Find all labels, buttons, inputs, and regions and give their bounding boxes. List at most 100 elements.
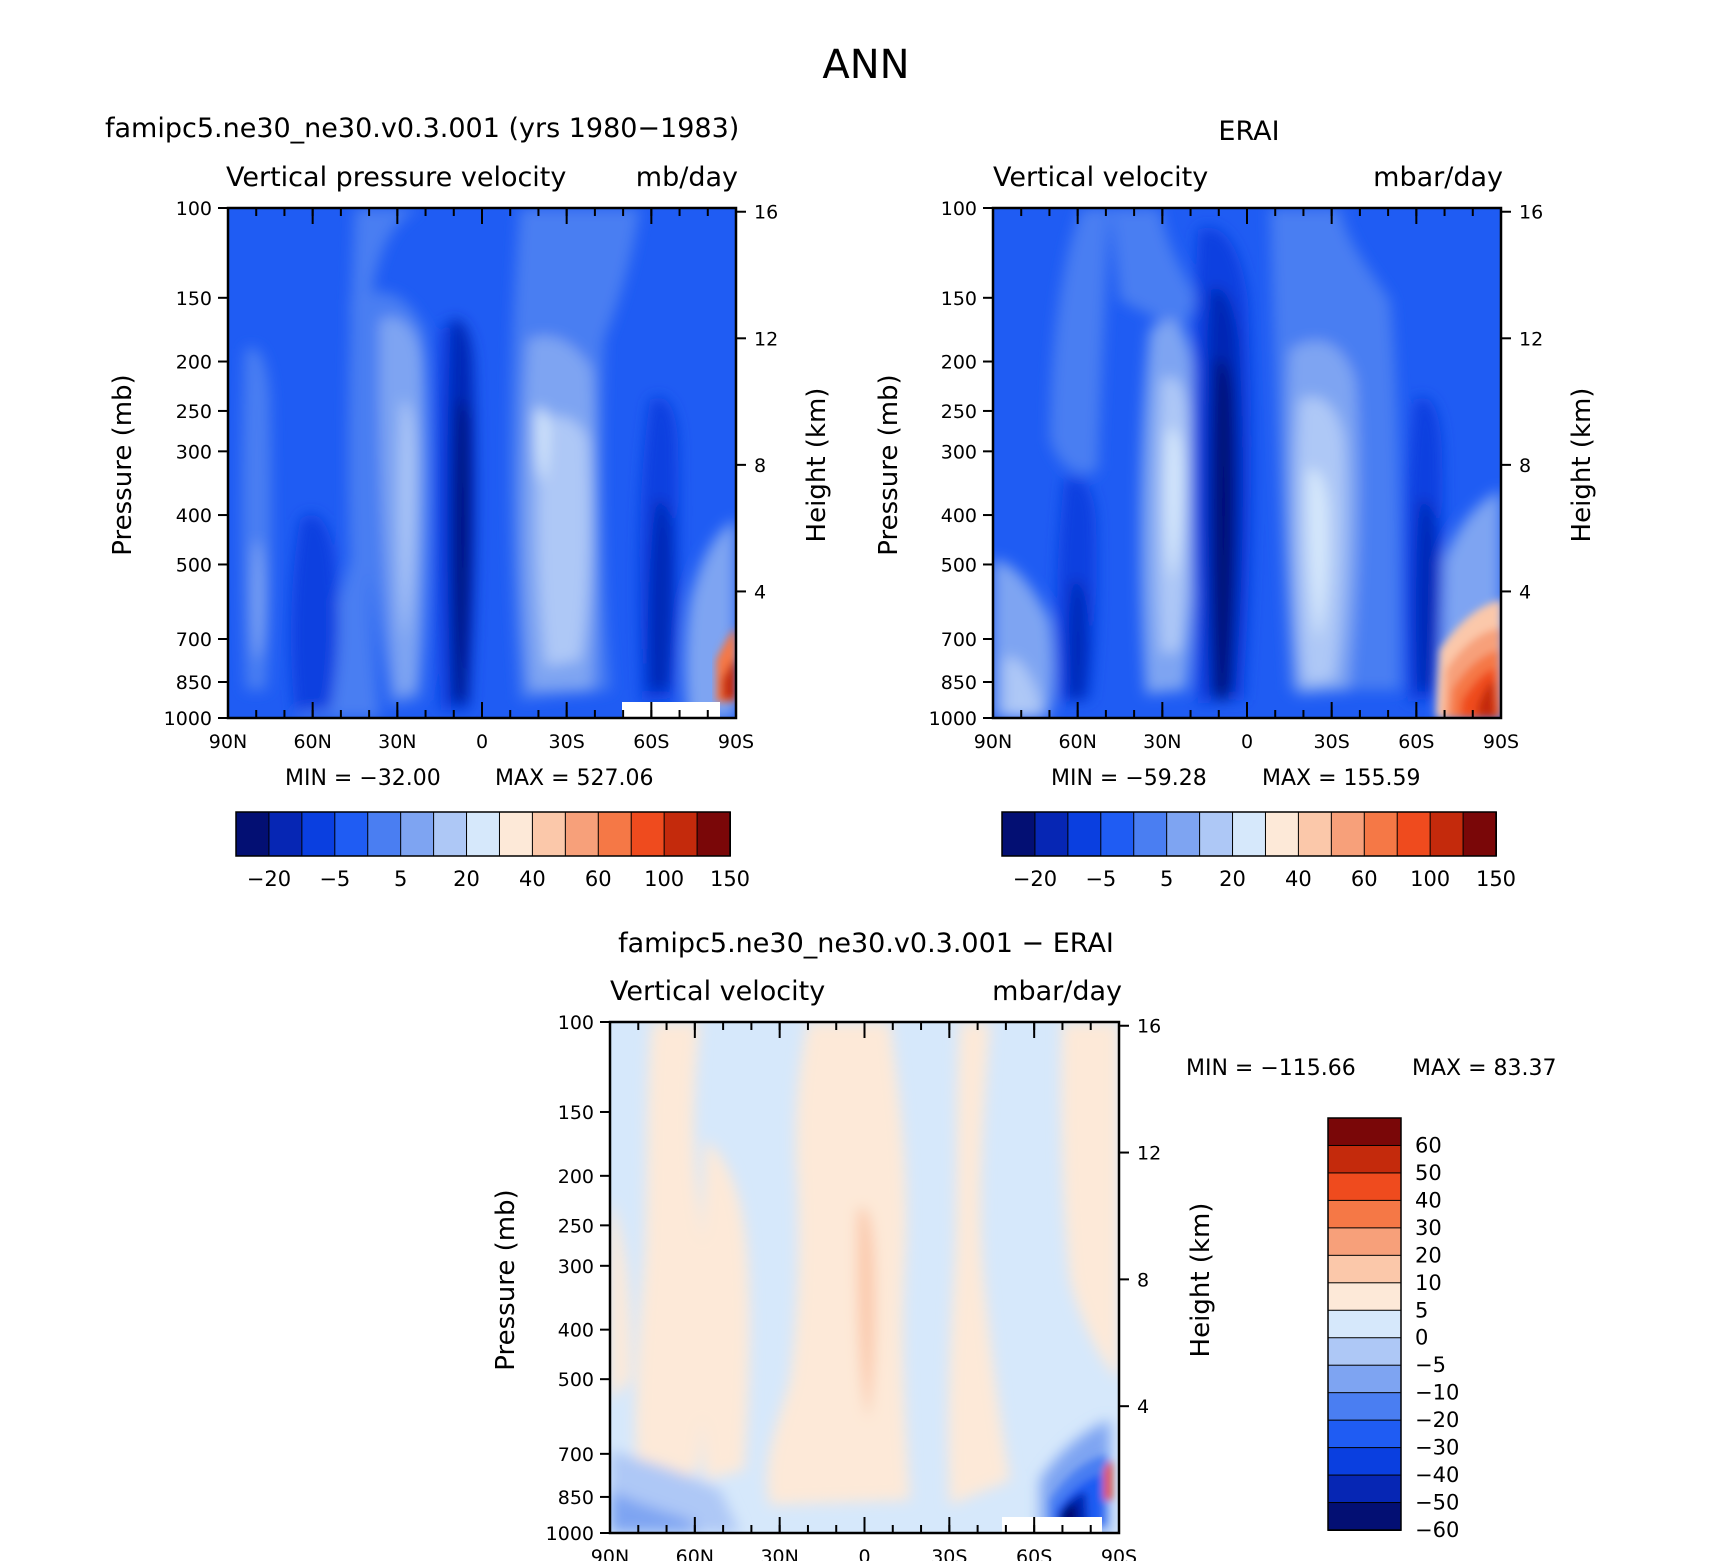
- diff-ylabel-right: Height (km): [1186, 1203, 1216, 1358]
- obs-max: MAX = 155.59: [1262, 766, 1421, 791]
- diff-tick-labels: 90N 60N 30N 0 30S 60S 90S 100 150 200 250 300 400 500…: [546, 1012, 1162, 1561]
- colorbar-box: [663, 811, 699, 857]
- x-tick-label: 30N: [378, 731, 416, 753]
- model-contour-polar-hot: [722, 658, 736, 700]
- model-ylabel: Pressure (mb): [108, 374, 138, 555]
- x-tick-label: 90N: [974, 731, 1012, 753]
- x-tick-label: 0: [858, 1546, 870, 1561]
- figure-title: ANN: [822, 42, 909, 88]
- y-tick-label: 400: [941, 505, 977, 527]
- colorbar-box: [367, 811, 402, 857]
- y-tick-label: 100: [176, 198, 212, 220]
- diff-field: [610, 1022, 1119, 1533]
- model-variable-label: Vertical pressure velocity: [226, 162, 566, 193]
- colorbar-box: [466, 811, 501, 857]
- model-contour-band-nh-mid: [290, 514, 339, 712]
- obs-min: MIN = −59.28: [1051, 766, 1207, 791]
- obs-panel-title: ERAI: [1218, 116, 1279, 147]
- colorbar-label: 5: [394, 867, 407, 891]
- x-tick-label: 60N: [1058, 731, 1096, 753]
- colorbar-box: [334, 811, 369, 857]
- obs-contour-upper-moderate: [1050, 208, 1110, 474]
- colorbar-frame: [1001, 811, 1497, 857]
- y-tick-label: 1000: [164, 708, 212, 730]
- y-tick-label: 200: [941, 352, 977, 374]
- y-tick-label: 100: [941, 198, 977, 220]
- colorbar-label: 60: [1351, 867, 1378, 891]
- model-panel-title: famipc5.ne30_ne30.v0.3.001 (yrs 1980−198…: [105, 113, 739, 144]
- obs-contour-eq-core: [1213, 359, 1235, 700]
- colorbar-label: 100: [1410, 867, 1450, 891]
- colorbar-box: [1100, 811, 1135, 857]
- colorbar-frame: [235, 811, 731, 857]
- model-contour-band-60s-core: [649, 499, 673, 690]
- diff-frame: 90N 60N 30N 0 30S 60S 90S 100 150 200 250 300 400 500…: [546, 1012, 1162, 1561]
- obs-contour-nh-polar-lighter: [1004, 657, 1040, 718]
- colorbar-label: −5: [1085, 867, 1116, 891]
- colorbar-label: 20: [1219, 867, 1246, 891]
- colorbar-label: 0: [1415, 1326, 1428, 1350]
- obs-units-label: mbar/day: [1373, 162, 1503, 193]
- diff-contour-nh-cooler: [610, 1490, 700, 1533]
- model-contour-band-south-core: [537, 416, 590, 666]
- colorbar-box: [1166, 811, 1201, 857]
- y-tick-label: 850: [941, 672, 977, 694]
- y-right-tick-label: 16: [754, 202, 778, 224]
- y-tick-label: 850: [176, 672, 212, 694]
- model-units-label: mb/day: [636, 162, 738, 193]
- colorbar-box: [400, 811, 435, 857]
- y-tick-label: 400: [176, 505, 212, 527]
- obs-tick-labels: 90N 60N 30N 0 30S 60S 90S 100 150 200 250 300 400 500…: [929, 198, 1544, 753]
- x-tick-label: 90N: [591, 1546, 629, 1561]
- diff-contour-eq-warm: [857, 1207, 875, 1420]
- y-tick-label: 700: [941, 629, 977, 651]
- colorbar-box: [1034, 811, 1069, 857]
- y-tick-label: 200: [176, 352, 212, 374]
- obs-contour-sh30-core: [1307, 469, 1329, 640]
- colorbar-box: [235, 811, 270, 857]
- y-right-tick-label: 8: [1137, 1269, 1149, 1291]
- colorbar-label: −20: [247, 867, 291, 891]
- model-ylabel-right: Height (km): [802, 388, 832, 543]
- y-tick-label: 500: [941, 554, 977, 576]
- colorbar-label: −50: [1415, 1491, 1459, 1515]
- y-tick-label: 300: [176, 441, 212, 463]
- x-tick-label: 30N: [760, 1546, 798, 1561]
- colorbar-box: [498, 811, 534, 857]
- colorbar-box: [1327, 1364, 1402, 1394]
- colorbar-box: [301, 811, 336, 857]
- y-tick-label: 200: [558, 1166, 594, 1188]
- panel-model: famipc5.ne30_ne30.v0.3.001 (yrs 1980−198…: [105, 113, 832, 891]
- colorbar-box: [531, 811, 567, 857]
- colorbar-label: 40: [1285, 867, 1312, 891]
- obs-contour-polar-hottest: [1478, 680, 1496, 718]
- obs-contour-upper-moderate-2: [1110, 208, 1200, 330]
- colorbar-label: −20: [1013, 867, 1057, 891]
- y-tick-label: 250: [176, 401, 212, 423]
- diff-units-label: mbar/day: [992, 976, 1122, 1007]
- model-missing-data: [622, 702, 720, 718]
- colorbar-box: [1462, 811, 1497, 857]
- colorbar-box: [1327, 1309, 1402, 1339]
- y-tick-label: 100: [558, 1012, 594, 1034]
- colorbar-label: 20: [453, 867, 480, 891]
- diff-variable-label: Vertical velocity: [610, 976, 825, 1007]
- x-tick-label: 60S: [1016, 1546, 1052, 1561]
- colorbar-label: 100: [644, 867, 684, 891]
- obs-frame: 90N 60N 30N 0 30S 60S 90S 100 150 200 250 300 400 500…: [929, 198, 1544, 753]
- obs-tick-marks: [983, 207, 1511, 719]
- diff-tick-marks: [600, 1021, 1129, 1534]
- colorbar-box: [1133, 811, 1168, 857]
- y-right-tick-label: 4: [1519, 581, 1531, 603]
- colorbar-label: 50: [1415, 1161, 1442, 1185]
- colorbar-box: [1327, 1392, 1402, 1422]
- y-tick-label: 500: [558, 1369, 594, 1391]
- colorbar-box: [1429, 811, 1465, 857]
- y-right-tick-label: 16: [1137, 1016, 1161, 1038]
- diff-contour-positive-4: [948, 1022, 1010, 1505]
- colorbar-box: [1396, 811, 1432, 857]
- colorbar-box: [1264, 811, 1300, 857]
- colorbar-box: [597, 811, 633, 857]
- model-tick-labels: 90N 60N 30N 0 30S 60S 90S 100 150 200 250 300 400 500…: [164, 198, 779, 753]
- colorbar-box: [433, 811, 468, 857]
